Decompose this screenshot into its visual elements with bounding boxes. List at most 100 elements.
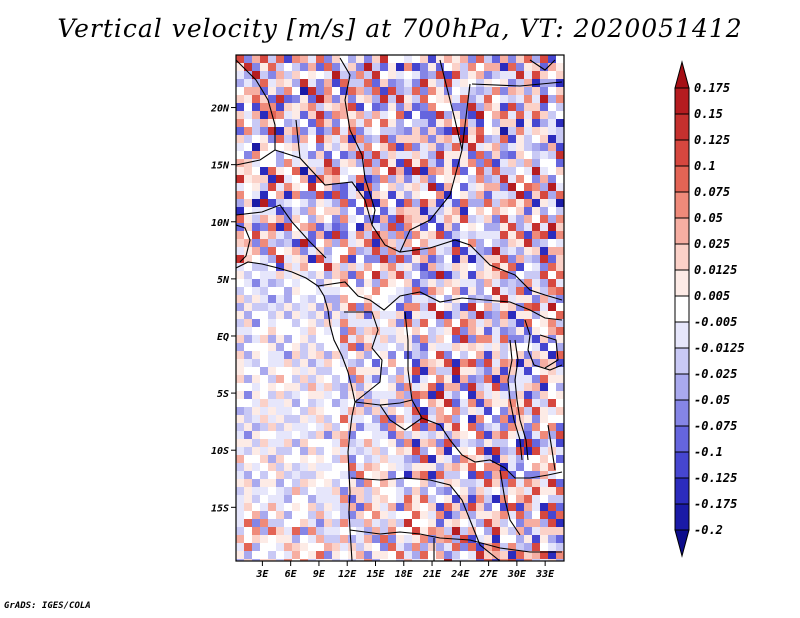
field-cell xyxy=(508,167,516,175)
field-cell xyxy=(420,383,428,391)
field-cell xyxy=(500,263,508,271)
field-cell xyxy=(396,471,404,479)
field-cell xyxy=(300,143,308,151)
field-cell xyxy=(252,247,260,255)
field-cell xyxy=(428,535,436,543)
field-cell xyxy=(388,423,396,431)
field-cell xyxy=(300,287,308,295)
y-tick-label: EQ xyxy=(217,332,229,343)
field-cell xyxy=(468,311,476,319)
field-cell xyxy=(492,511,500,519)
field-cell xyxy=(364,223,372,231)
field-cell xyxy=(284,199,292,207)
field-cell xyxy=(252,415,260,423)
field-cell xyxy=(452,303,460,311)
field-cell xyxy=(388,311,396,319)
field-cell xyxy=(460,327,468,335)
field-cell xyxy=(476,431,484,439)
field-cell xyxy=(372,207,380,215)
field-cell xyxy=(372,527,380,535)
field-cell xyxy=(316,399,324,407)
field-cell xyxy=(420,207,428,215)
colorbar-label: 0.175 xyxy=(694,81,730,95)
field-cell xyxy=(292,319,300,327)
field-cell xyxy=(252,551,260,559)
field-cell xyxy=(372,415,380,423)
field-cell xyxy=(340,431,348,439)
field-cell xyxy=(364,95,372,103)
field-cell xyxy=(452,319,460,327)
field-cell xyxy=(364,415,372,423)
field-cell xyxy=(412,159,420,167)
field-cell xyxy=(356,487,364,495)
field-cell xyxy=(484,367,492,375)
field-cell xyxy=(284,471,292,479)
field-cell xyxy=(236,183,244,191)
field-cell xyxy=(548,239,556,247)
field-cell xyxy=(276,415,284,423)
field-cell xyxy=(556,263,564,271)
field-cell xyxy=(428,103,436,111)
field-cell xyxy=(484,399,492,407)
field-cell xyxy=(500,543,508,551)
field-cell xyxy=(372,247,380,255)
field-cell xyxy=(476,551,484,559)
field-cell xyxy=(324,151,332,159)
field-cell xyxy=(444,303,452,311)
field-cell xyxy=(420,151,428,159)
field-cell xyxy=(460,471,468,479)
field-cell xyxy=(404,447,412,455)
field-cell xyxy=(508,255,516,263)
field-cell xyxy=(428,127,436,135)
field-cell xyxy=(556,543,564,551)
field-cell xyxy=(284,183,292,191)
field-cell xyxy=(308,431,316,439)
field-cell xyxy=(380,319,388,327)
field-cell xyxy=(444,215,452,223)
field-cell xyxy=(244,183,252,191)
field-cell xyxy=(540,535,548,543)
field-cell xyxy=(412,415,420,423)
field-cell xyxy=(404,543,412,551)
field-cell xyxy=(460,503,468,511)
field-cell xyxy=(324,247,332,255)
field-cell xyxy=(452,199,460,207)
field-cell xyxy=(356,119,364,127)
field-cell xyxy=(332,87,340,95)
field-cell xyxy=(348,543,356,551)
field-cell xyxy=(548,423,556,431)
field-cell xyxy=(340,487,348,495)
field-cell xyxy=(412,143,420,151)
field-cell xyxy=(372,551,380,559)
field-cell xyxy=(428,63,436,71)
field-cell xyxy=(276,519,284,527)
field-cell xyxy=(556,215,564,223)
field-cell xyxy=(460,255,468,263)
field-cell xyxy=(524,543,532,551)
field-cell xyxy=(356,495,364,503)
field-cell xyxy=(260,183,268,191)
field-cell xyxy=(308,351,316,359)
field-cell xyxy=(412,503,420,511)
field-cell xyxy=(396,143,404,151)
field-cell xyxy=(348,79,356,87)
field-cell xyxy=(276,447,284,455)
field-cell xyxy=(484,95,492,103)
field-cell xyxy=(340,151,348,159)
field-cell xyxy=(508,215,516,223)
field-cell xyxy=(316,295,324,303)
field-cell xyxy=(380,447,388,455)
field-cell xyxy=(300,279,308,287)
field-cell xyxy=(300,127,308,135)
field-cell xyxy=(500,455,508,463)
field-cell xyxy=(284,343,292,351)
field-cell xyxy=(420,463,428,471)
field-cell xyxy=(492,295,500,303)
field-cell xyxy=(428,511,436,519)
field-cell xyxy=(356,439,364,447)
field-cell xyxy=(404,479,412,487)
field-cell xyxy=(444,159,452,167)
field-cell xyxy=(444,247,452,255)
field-cell xyxy=(236,311,244,319)
field-cell xyxy=(492,255,500,263)
